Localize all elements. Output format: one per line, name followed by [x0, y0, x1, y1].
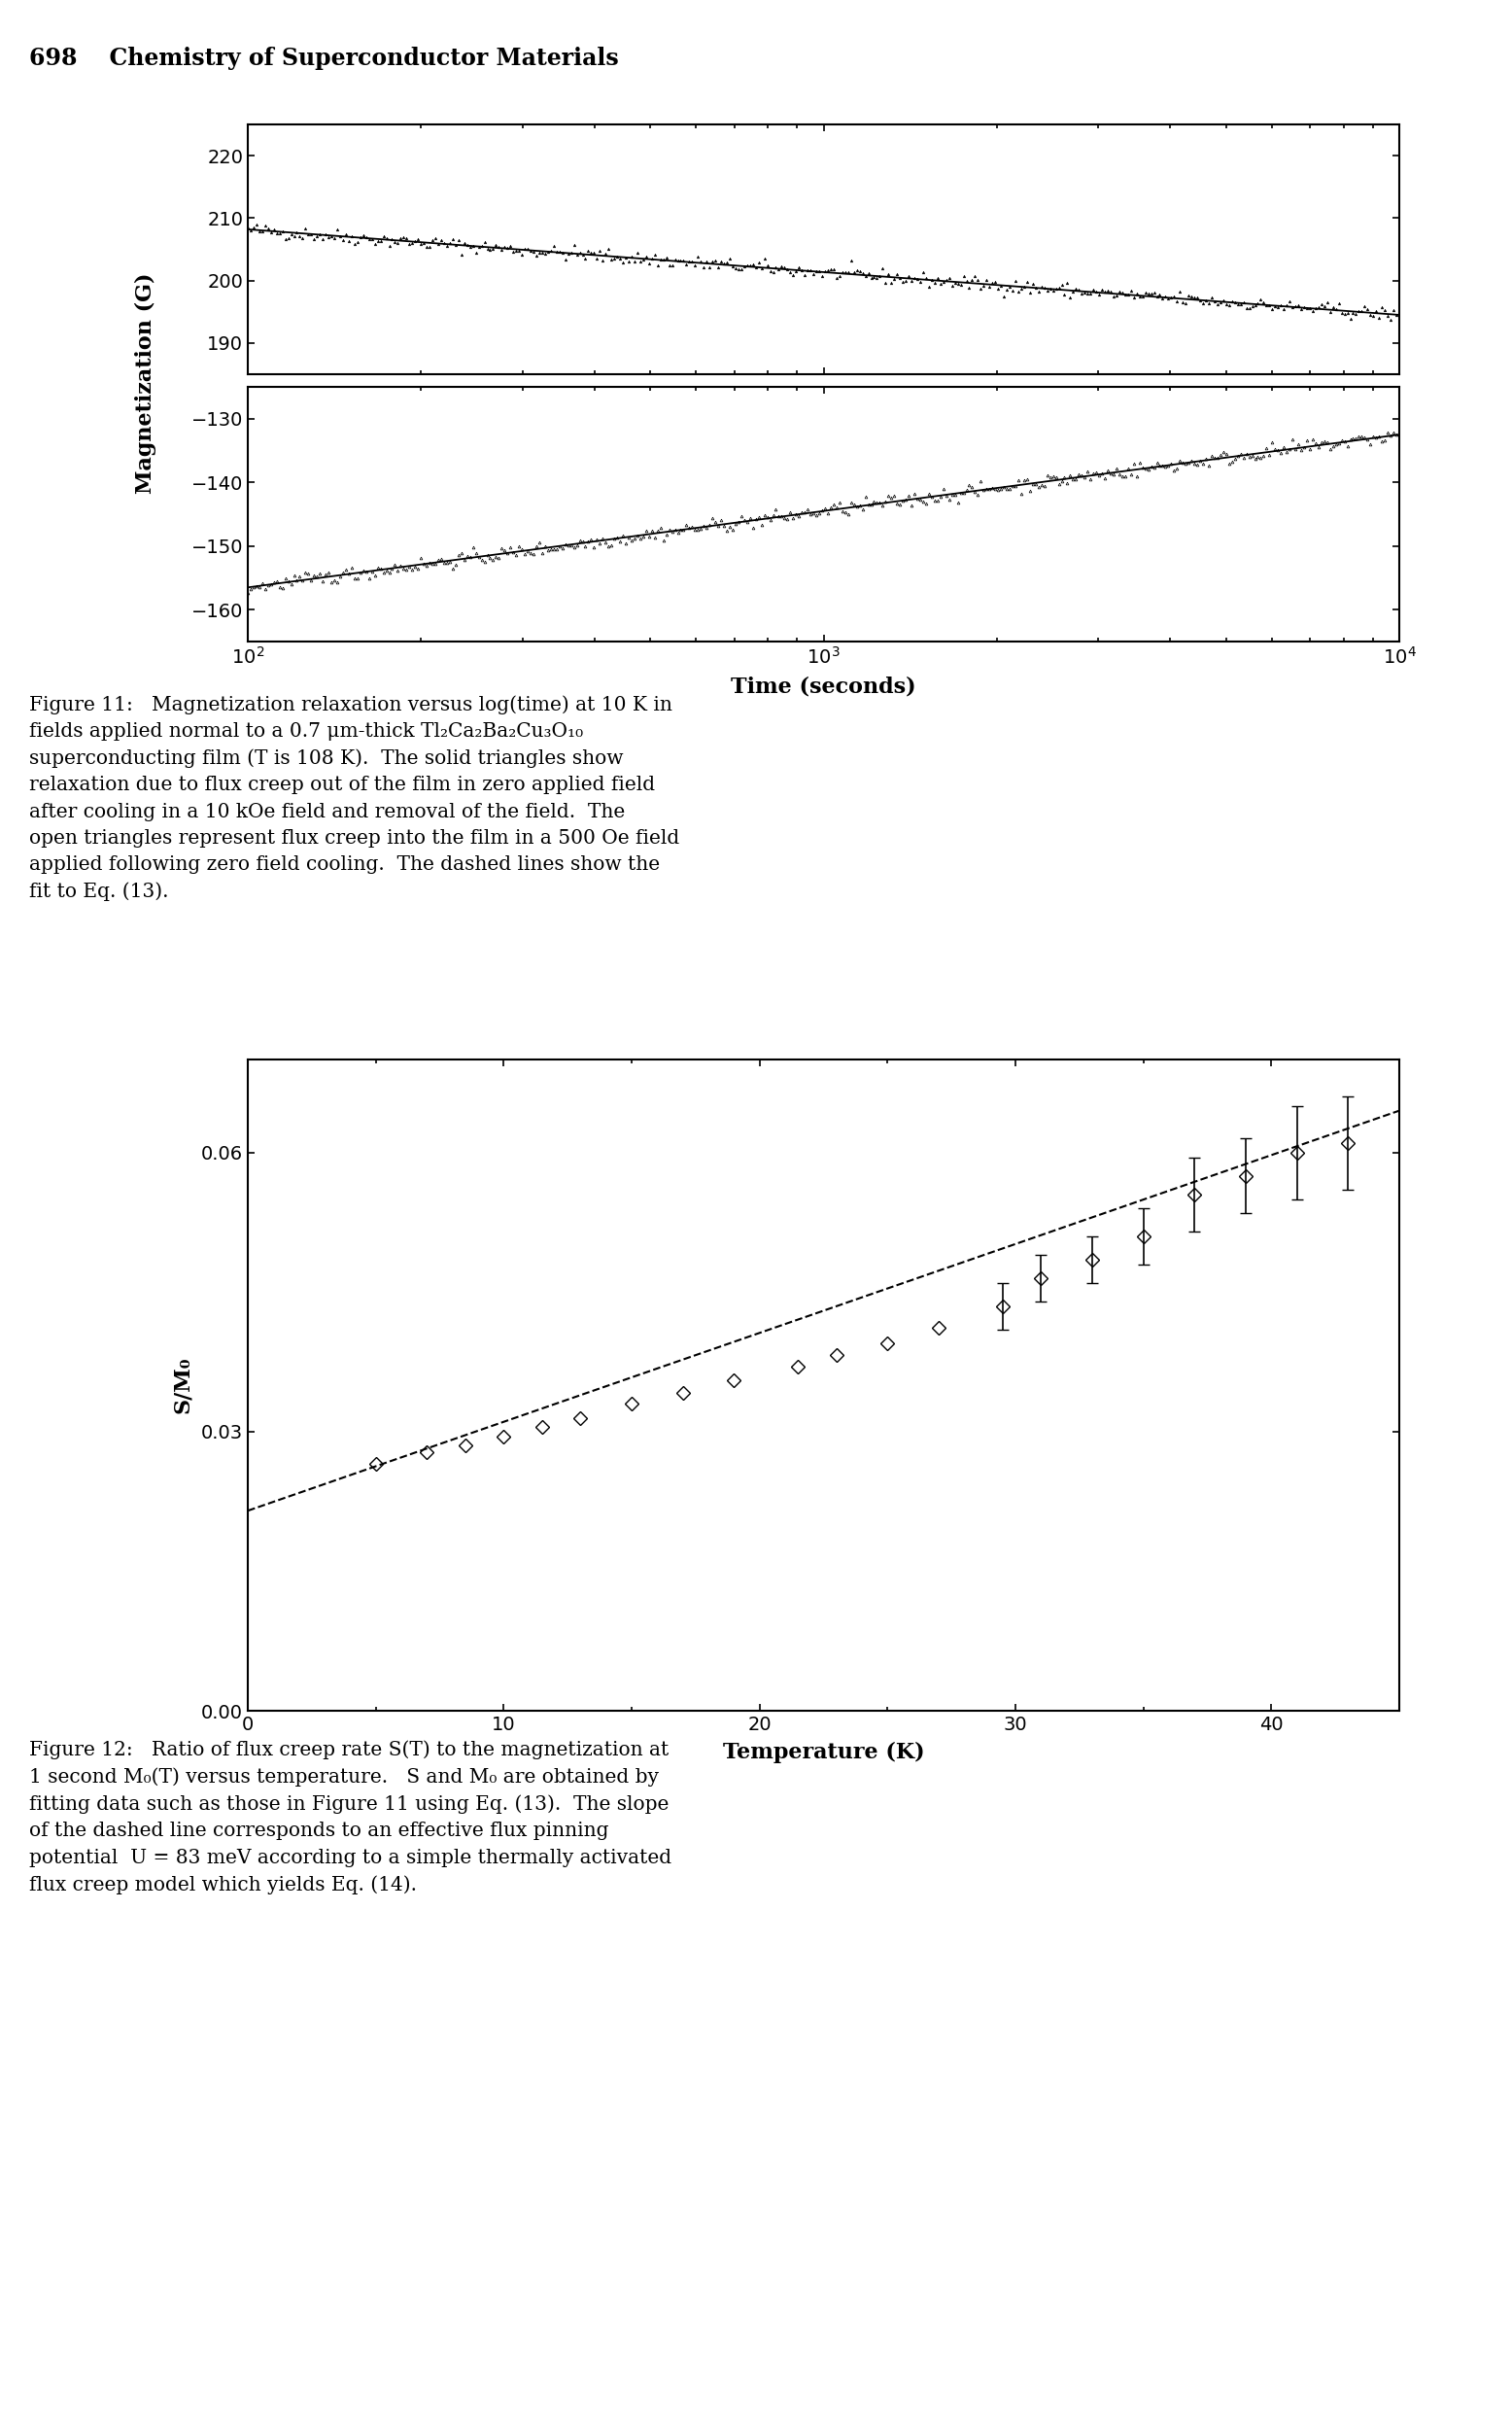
Text: Magnetization (G): Magnetization (G) [135, 272, 157, 493]
X-axis label: Time (seconds): Time (seconds) [730, 676, 916, 698]
Y-axis label: S/M₀: S/M₀ [172, 1356, 194, 1412]
Text: Figure 12:   Ratio of flux creep rate S(T) to the magnetization at
1 second M₀(T: Figure 12: Ratio of flux creep rate S(T)… [29, 1741, 671, 1894]
Text: 698    Chemistry of Superconductor Materials: 698 Chemistry of Superconductor Material… [29, 46, 618, 70]
Text: Figure 11:   Magnetization relaxation versus log(time) at 10 K in
fields applied: Figure 11: Magnetization relaxation vers… [29, 695, 679, 902]
X-axis label: Temperature (K): Temperature (K) [723, 1743, 924, 1762]
